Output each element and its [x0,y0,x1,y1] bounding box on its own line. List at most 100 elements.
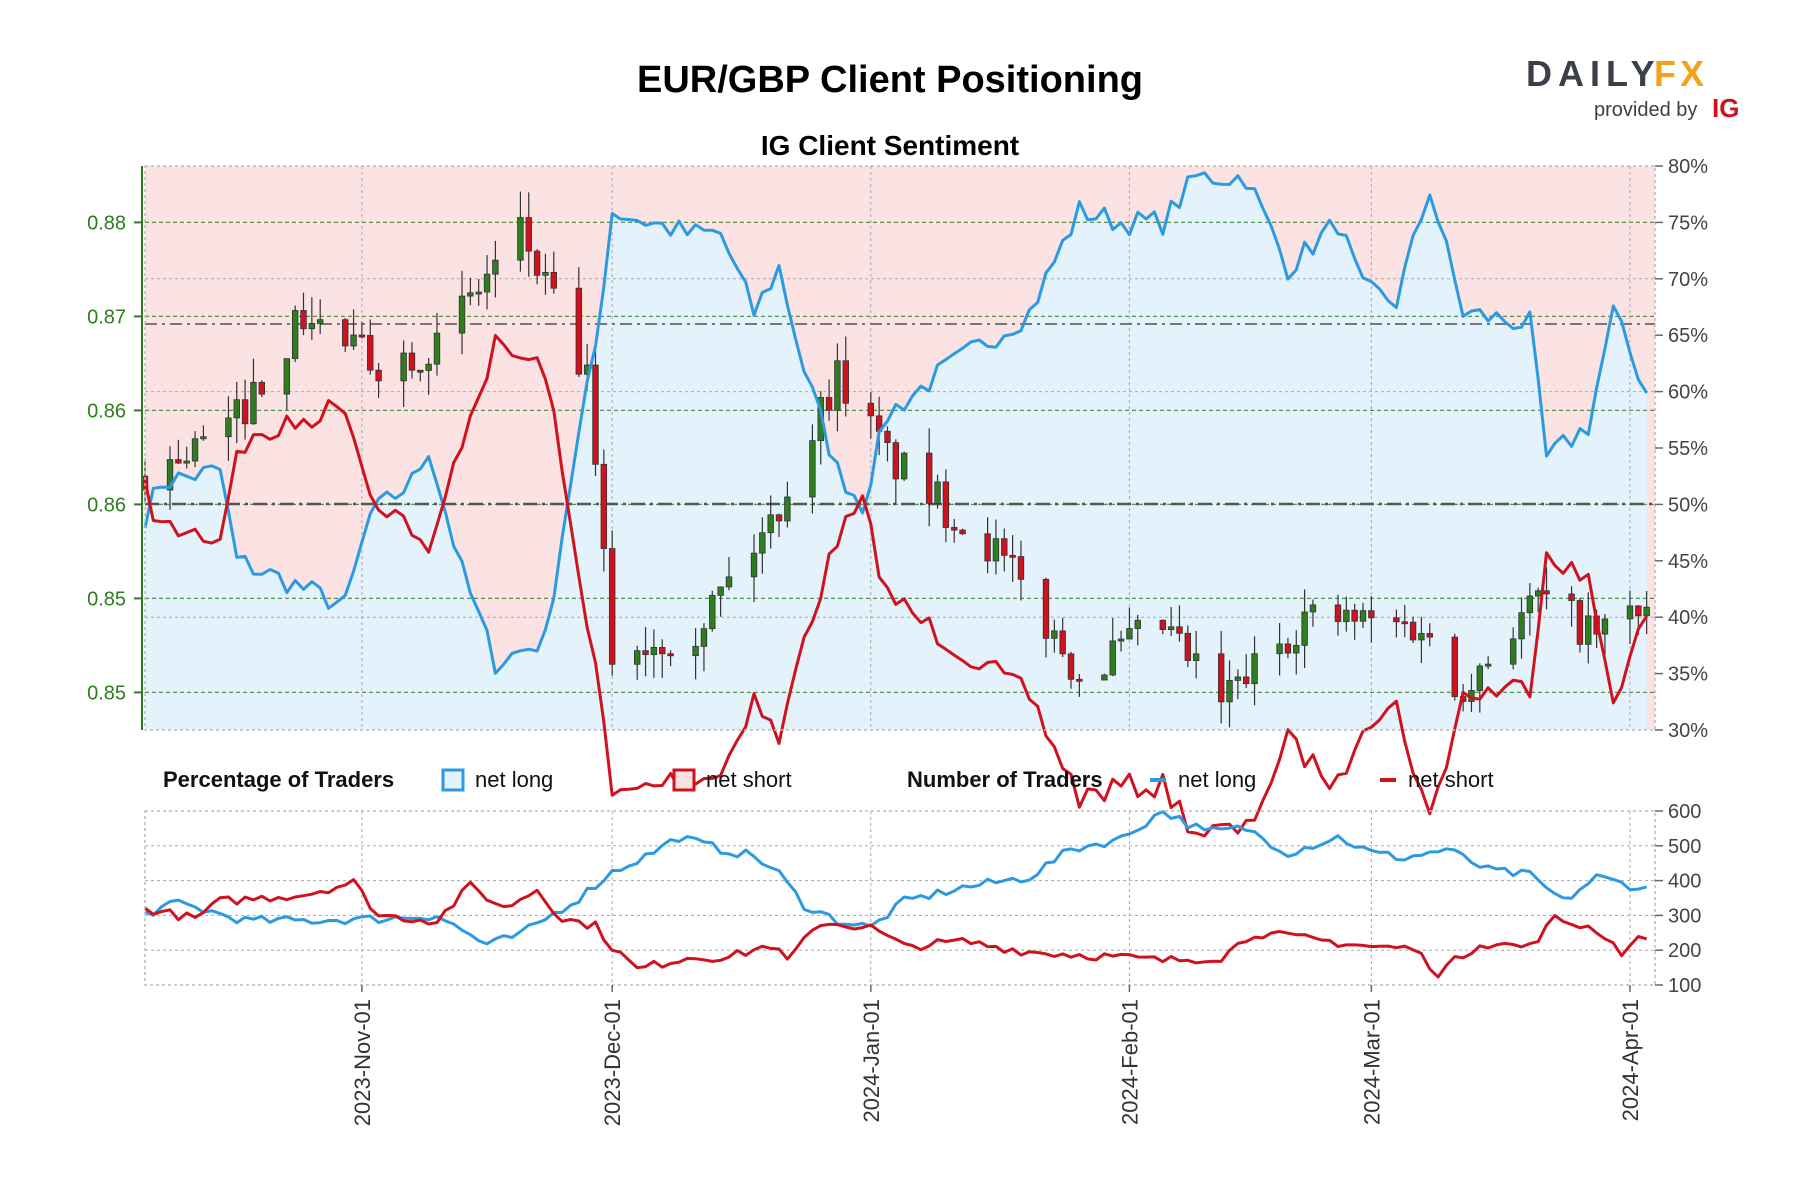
candle-down [867,402,875,417]
candle-down [550,271,557,289]
date-tick-label: 2023-Nov-01 [350,999,375,1126]
sentiment-tick-label: 50% [1668,494,1708,516]
candle-up [809,440,816,498]
legend-pct-short-swatch [672,768,696,792]
candle-down [775,514,783,522]
candle-down [642,650,649,656]
candle-down [1009,554,1016,558]
candle-down [1001,538,1008,556]
candle-up [1251,653,1258,685]
candle-up [900,452,908,480]
candle-down [925,452,933,504]
candle-up [1276,643,1283,655]
candle-up [200,436,207,440]
candle-up [1301,611,1308,646]
price-tick-label: 0.85 [87,682,126,704]
candle-down [842,360,849,404]
candle-down [984,533,991,562]
sentiment-tick-label: 35% [1668,664,1708,686]
price-axis: 0.85 0.85 0.86 0.86 0.87 0.88 [87,212,142,704]
sentiment-tick-label: 60% [1668,382,1708,404]
candle-up [834,360,841,411]
candle-down [300,310,307,330]
candle-up [291,310,299,360]
candle-down [342,319,349,347]
legend-pct-title: Percentage of Traders [163,767,394,792]
sentiment-tick-label: 75% [1668,212,1708,234]
candle-up [400,352,407,382]
candle-down [884,430,891,443]
net-short-pct-line [143,334,1648,838]
candle-down [1351,609,1358,622]
candle-up [692,645,699,657]
candle-up [1126,628,1133,640]
candle-down [1426,633,1433,638]
candle-up [1418,633,1425,641]
candle-up [308,323,316,330]
candle-down [1217,653,1225,703]
candle-down [1576,600,1584,645]
candle-down [600,463,608,549]
sentiment-tick-label: 30% [1668,720,1708,742]
candle-up [1167,626,1175,630]
candle-down [1334,604,1342,622]
candle-down [1635,605,1642,617]
candle-up [759,532,766,554]
candle-down [1409,621,1417,641]
price-tick-label: 0.85 [87,588,126,610]
candle-up [1051,630,1058,639]
count-tick-label: 100 [1668,975,1701,997]
candle-up [1226,679,1233,703]
candle-up [1117,638,1125,642]
chart-title: EUR/GBP Client Positioning [637,59,1143,101]
candle-up [784,496,791,522]
price-tick-label: 0.87 [87,306,126,328]
candle-up [634,650,641,665]
sentiment-tick-label: 55% [1668,438,1708,460]
candle-down [417,369,424,373]
candle-down [951,527,958,531]
candle-down [367,334,374,371]
candle-down [1059,630,1066,655]
candle-down [825,397,833,411]
net-long-count-line [144,810,1648,946]
candle-up [425,363,432,371]
candle-down [533,250,541,276]
candle-down [942,481,950,528]
candle-up [183,460,190,464]
candle-down [241,399,249,425]
candle-down [1243,676,1250,685]
candle-down [1159,619,1166,630]
candle-down [959,529,966,535]
candle-up [316,319,324,324]
candle-down [408,352,416,371]
candle-down [659,647,666,655]
candle-up [166,459,174,491]
candle-up [475,291,482,295]
date-tick-label: 2024-Apr-01 [1618,999,1643,1121]
candle-up [700,628,708,647]
count-tick-label: 400 [1668,871,1701,893]
trader-count-panel: 100 200 300 400 500 600 [144,801,1701,997]
candle-up [1192,653,1200,661]
candle-up [717,586,724,596]
candle-up [1643,606,1650,617]
count-axis: 100 200 300 400 500 600 [1655,801,1701,997]
candle-up [709,594,716,630]
candle-down [1176,626,1183,634]
candle-down [592,364,599,465]
count-tick-label: 600 [1668,801,1701,823]
candle-down [358,334,366,338]
candle-up [233,399,240,419]
count-grid [145,811,1655,985]
candlesticks [141,191,1650,728]
price-tick-label: 0.86 [87,400,126,422]
logo-brand-fx: FX [1654,53,1708,94]
candle-up [725,576,733,588]
candle-down [1451,636,1458,698]
candle-up [542,271,549,276]
candle-down [575,287,583,375]
date-tick-label: 2024-Jan-01 [859,999,884,1123]
candle-up [934,481,941,504]
candle-down [175,459,182,464]
